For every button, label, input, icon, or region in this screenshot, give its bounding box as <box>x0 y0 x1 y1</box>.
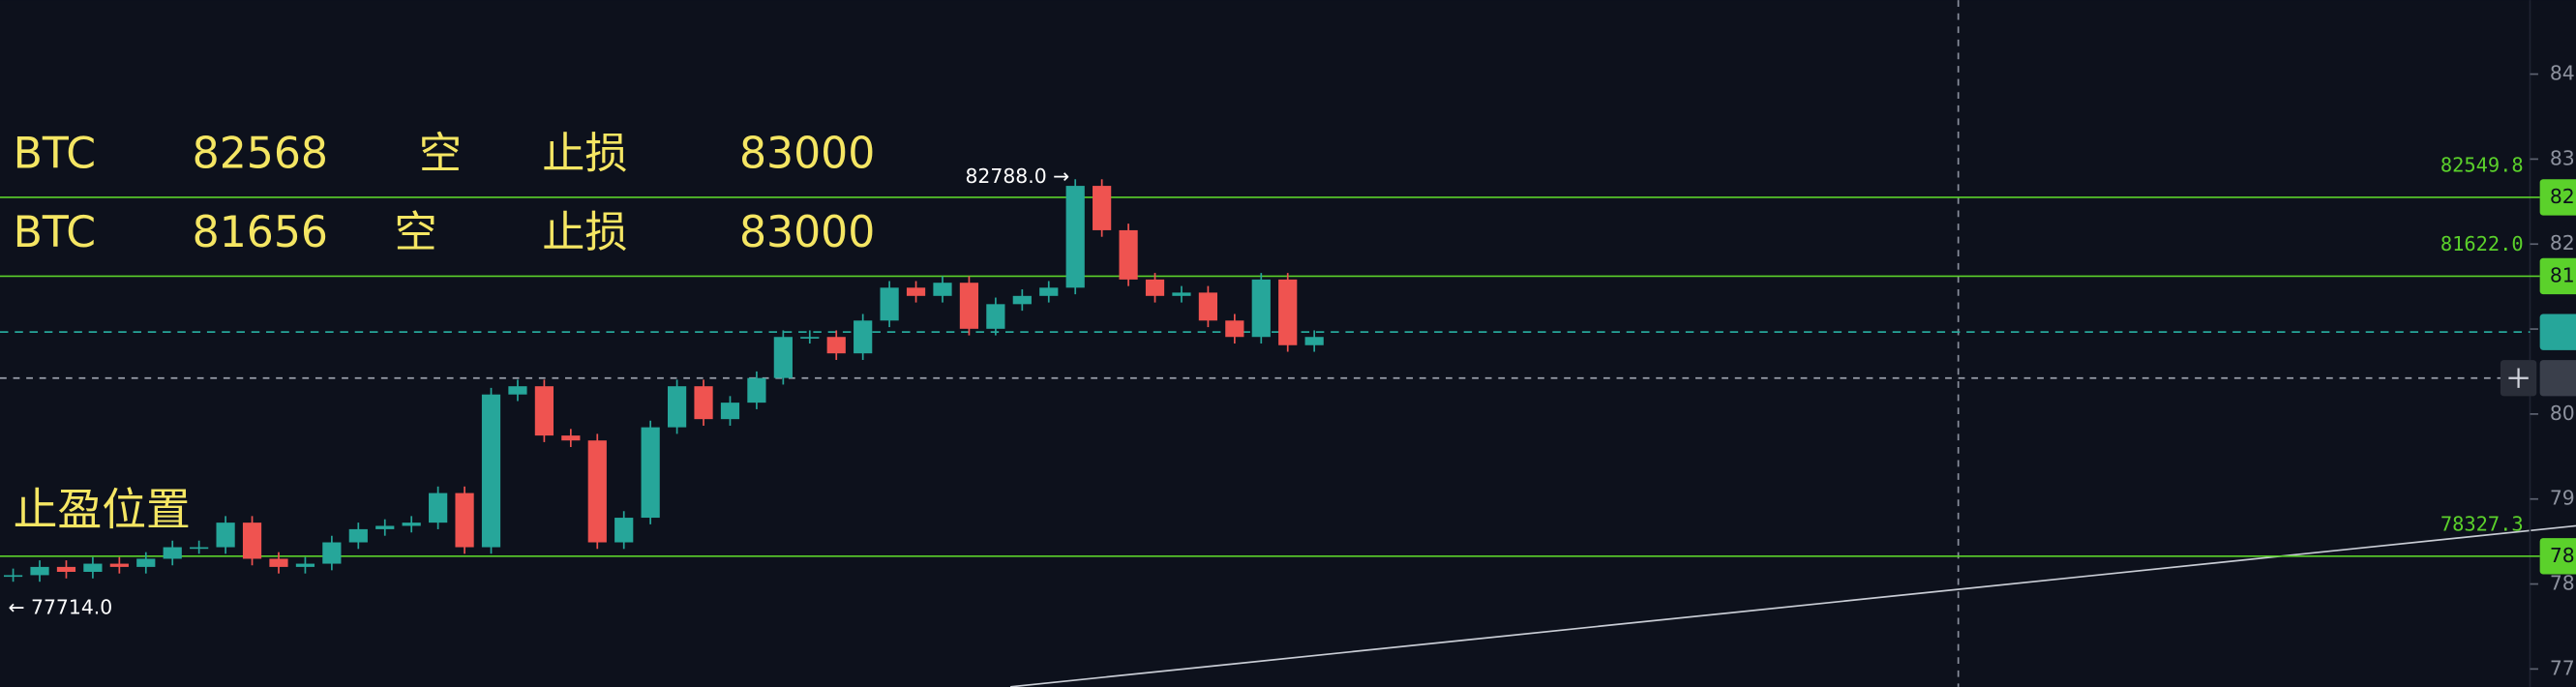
candle <box>1198 292 1218 321</box>
candle <box>402 523 421 526</box>
y-tick-label: 77000 <box>2550 656 2576 679</box>
note-text: 空 <box>394 208 436 257</box>
y-tick-label: 79000 <box>2550 487 2576 510</box>
candle <box>30 566 49 576</box>
candle <box>800 337 820 339</box>
y-tick-label: 84000 <box>2550 62 2576 85</box>
take-profit-label: 止盈位置 <box>14 483 191 535</box>
candle <box>3 575 23 578</box>
candle <box>854 320 873 354</box>
candle <box>216 523 235 548</box>
level-label: 82549.8 <box>2441 154 2524 177</box>
candle <box>826 337 846 354</box>
note-text: 82568 <box>193 129 328 178</box>
level-box <box>2539 179 2576 216</box>
candle <box>773 337 793 378</box>
level-box <box>2539 257 2576 295</box>
current-price-box <box>2539 314 2576 350</box>
note-text: 83000 <box>739 129 875 178</box>
plus-icon <box>2508 368 2529 388</box>
candle <box>534 386 554 436</box>
y-tick-label: 82000 <box>2550 231 2576 254</box>
note-text: BTC <box>14 129 96 178</box>
candle <box>933 283 952 296</box>
candle <box>1093 186 1112 230</box>
candle <box>429 493 448 523</box>
candle <box>880 287 899 321</box>
candle <box>1251 279 1271 338</box>
candle <box>1278 279 1298 345</box>
candle <box>694 386 713 420</box>
candle <box>508 386 527 395</box>
candle <box>375 525 395 529</box>
candle <box>1172 292 1191 296</box>
candle <box>83 563 103 572</box>
level-box <box>2539 538 2576 575</box>
candle <box>1304 337 1324 345</box>
y-tick-label: 83000 <box>2550 146 2576 169</box>
candle <box>587 440 607 543</box>
candle <box>986 304 1005 329</box>
candle <box>269 558 288 567</box>
candle <box>906 287 926 296</box>
level-box-label: 81622.0 <box>2550 263 2576 286</box>
y-tick-label: 80000 <box>2550 402 2576 425</box>
level-label: 78327.3 <box>2441 513 2524 536</box>
candle <box>1039 287 1059 296</box>
candle <box>322 542 342 564</box>
note-text: 止损 <box>542 208 627 257</box>
note-text: BTC <box>14 208 96 257</box>
note-text: 83000 <box>739 208 875 257</box>
candle <box>242 523 262 559</box>
candle <box>720 403 740 420</box>
candle <box>1225 320 1244 338</box>
candle <box>614 518 634 543</box>
candle <box>1145 279 1165 296</box>
note-text: 空 <box>419 129 462 178</box>
level-box-label: 82549.8 <box>2550 185 2576 208</box>
trend-line <box>1010 524 2576 687</box>
level-label: 81622.0 <box>2441 232 2524 255</box>
candle <box>481 394 501 548</box>
crosshair-box <box>2539 360 2576 397</box>
candle <box>163 547 182 559</box>
low-marker: ← 77714.0 <box>8 596 112 619</box>
candle <box>348 528 368 543</box>
note-text: 止损 <box>542 129 627 178</box>
high-marker: 82788.0 → <box>965 164 1069 188</box>
candle <box>1119 229 1138 280</box>
y-tick-label: 78000 <box>2550 572 2576 595</box>
candle <box>747 377 766 403</box>
candle <box>56 566 76 572</box>
candle <box>190 547 209 550</box>
candle <box>959 283 979 329</box>
candle <box>1012 295 1032 305</box>
candle <box>667 386 687 428</box>
candle <box>136 558 156 567</box>
candle <box>455 493 474 548</box>
candle <box>1065 186 1085 288</box>
candle <box>109 563 129 567</box>
level-box-label: 78327.3 <box>2550 544 2576 567</box>
note-text: 81656 <box>193 208 328 257</box>
candle <box>641 427 660 519</box>
candle <box>295 563 315 567</box>
candle <box>561 435 581 441</box>
